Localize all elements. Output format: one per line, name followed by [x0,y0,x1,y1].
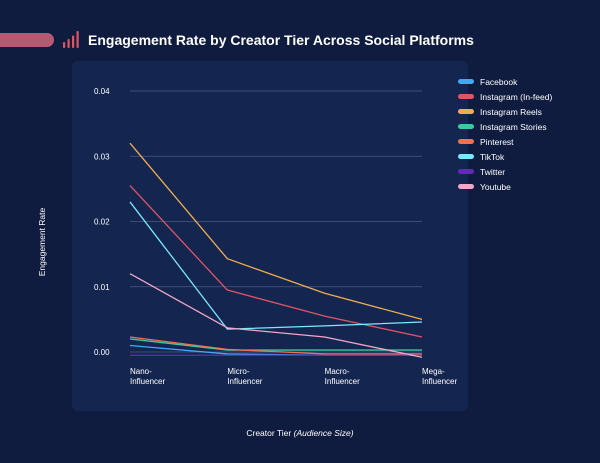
legend-swatch [458,184,474,189]
legend-item: Twitter [458,164,552,179]
legend-label: TikTok [480,151,505,162]
y-axis-label: Engagement Rate [37,207,47,277]
legend-swatch [458,79,474,84]
legend-label: Facebook [480,76,518,87]
y-tick-label: 0.01 [94,283,110,292]
legend-item: Instagram Reels [458,104,552,119]
legend-swatch [458,94,474,99]
legend-swatch [458,169,474,174]
x-tick-label: Mega-Influencer [422,367,457,386]
legend-label: Youtube [480,181,511,192]
y-tick-label: 0.04 [94,87,110,96]
series-line-tiktok [129,201,423,330]
legend-item: Instagram (In-feed) [458,89,552,104]
chart-legend: Facebook Instagram (In-feed) Instagram Ree… [458,74,552,194]
legend-label: Pinterest [480,136,514,147]
legend-label: Instagram (In-feed) [480,91,553,102]
legend-swatch [458,124,474,129]
legend-label: Instagram Reels [480,106,542,117]
legend-label: Twitter [480,166,506,177]
series-line-pinterest [129,336,422,355]
legend-item: TikTok [458,149,552,164]
bar-chart-icon [63,31,79,48]
x-axis-label: Creator Tier (Audience Size) [0,428,600,438]
y-tick-label: 0.00 [94,348,110,357]
legend-label: Instagram Stories [480,121,547,132]
series-line-instagram-stories [129,338,422,351]
series-line-instagram-in-feed [129,185,423,338]
accent-pill [0,33,54,47]
legend-swatch [458,139,474,144]
legend-swatch [458,154,474,159]
legend-item: Youtube [458,179,552,194]
x-tick-label: Micro-Influencer [227,367,262,386]
x-tick-label: Macro-Influencer [325,367,360,386]
legend-item: Instagram Stories [458,119,552,134]
x-axis-label-suffix: (Audience Size) [293,428,354,438]
series-line-instagram-reels [129,142,423,321]
series-line-youtube [129,273,423,358]
x-axis-label-main: Creator Tier [246,428,292,438]
x-tick-label: Nano-Influencer [130,367,165,386]
legend-item: Facebook [458,74,552,89]
legend-swatch [458,109,474,114]
chart-title: Engagement Rate by Creator Tier Across S… [88,32,474,48]
y-tick-label: 0.02 [94,218,110,227]
legend-item: Pinterest [458,134,552,149]
y-tick-label: 0.03 [94,152,110,161]
